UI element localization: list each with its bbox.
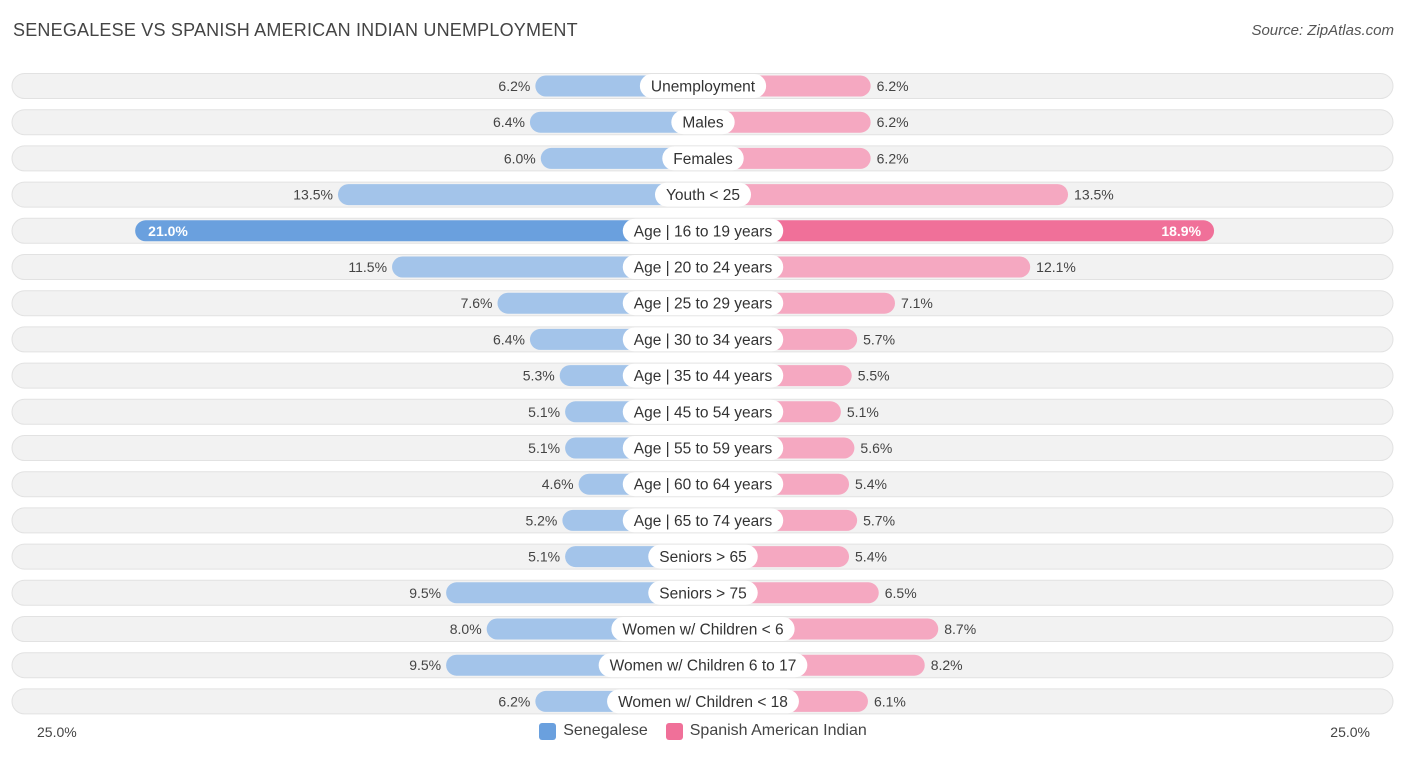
legend-swatch-spanish-american-indian	[665, 722, 683, 740]
legend: Senegalese Spanish American Indian	[0, 722, 1406, 740]
value-senegalese-age-20-to-24-years: 11.5%	[348, 259, 387, 275]
value-senegalese-seniors-65: 5.1%	[528, 549, 560, 565]
category-pill-males	[671, 110, 735, 135]
category-label-age-55-to-59-years: Age | 55 to 59 years	[634, 441, 773, 458]
category-pill-age-25-to-29-years	[622, 291, 784, 316]
category-pill-age-35-to-44-years	[622, 363, 784, 388]
value-spanish-american-indian-age-65-to-74-years: 5.7%	[863, 512, 895, 528]
category-pill-age-65-to-74-years	[622, 508, 784, 533]
category-pill-age-55-to-59-years	[622, 436, 784, 460]
value-senegalese-age-65-to-74-years: 5.2%	[525, 512, 557, 528]
category-pill-seniors-75	[648, 580, 758, 605]
value-senegalese-age-25-to-29-years: 7.6%	[461, 295, 493, 311]
value-spanish-american-indian-youth-25: 13.5%	[1074, 187, 1114, 203]
category-label-women-w-children-6-to-17: Women w/ Children 6 to 17	[610, 658, 797, 675]
value-senegalese-age-60-to-64-years: 4.6%	[542, 476, 574, 492]
value-spanish-american-indian-age-45-to-54-years: 5.1%	[847, 404, 879, 420]
axis-right-label: 25.0%	[1330, 724, 1370, 740]
category-label-age-30-to-34-years: Age | 30 to 34 years	[634, 332, 773, 349]
category-label-women-w-children-18: Women w/ Children < 18	[618, 694, 788, 711]
category-label-age-35-to-44-years: Age | 35 to 44 years	[634, 368, 773, 385]
legend-label-senegalese: Senegalese	[563, 722, 648, 739]
category-label-age-45-to-54-years: Age | 45 to 54 years	[634, 404, 773, 421]
value-spanish-american-indian-seniors-65: 5.4%	[855, 549, 887, 565]
category-pill-women-w-children-18	[607, 689, 799, 714]
category-pill-age-45-to-54-years	[622, 399, 784, 424]
value-spanish-american-indian-age-20-to-24-years: 12.1%	[1036, 259, 1076, 275]
bar-senegalese-youth-25	[337, 184, 703, 206]
value-spanish-american-indian-age-60-to-64-years: 5.4%	[855, 476, 887, 492]
category-label-age-60-to-64-years: Age | 60 to 64 years	[634, 477, 773, 494]
source-label: Source: ZipAtlas.com	[1251, 22, 1394, 39]
value-spanish-american-indian-age-30-to-34-years: 5.7%	[863, 331, 895, 347]
value-senegalese-age-30-to-34-years: 6.4%	[493, 331, 525, 347]
value-spanish-american-indian-age-55-to-59-years: 5.6%	[860, 440, 892, 456]
category-pill-youth-25	[655, 182, 751, 207]
value-senegalese-age-35-to-44-years: 5.3%	[523, 368, 555, 384]
value-senegalese-age-45-to-54-years: 5.1%	[528, 404, 560, 420]
value-spanish-american-indian-women-w-children-6: 8.7%	[944, 621, 976, 637]
axis-left-label: 25.0%	[37, 724, 77, 740]
legend-label-spanish-american-indian: Spanish American Indian	[689, 722, 867, 739]
bar-senegalese-age-16-to-19-years	[135, 220, 703, 242]
value-spanish-american-indian-unemployment: 6.2%	[877, 78, 909, 94]
category-pill-seniors-65	[648, 544, 758, 569]
category-label-age-20-to-24-years: Age | 20 to 24 years	[634, 260, 773, 277]
category-label-males: Males	[682, 115, 724, 132]
value-spanish-american-indian-seniors-75: 6.5%	[885, 585, 917, 601]
legend-item-spanish-american-indian[interactable]: Spanish American Indian	[665, 722, 867, 740]
value-senegalese-unemployment: 6.2%	[498, 78, 530, 94]
category-label-age-65-to-74-years: Age | 65 to 74 years	[634, 513, 773, 530]
value-senegalese-age-16-to-19-years: 21.0%	[148, 223, 188, 239]
value-senegalese-males: 6.4%	[493, 114, 525, 130]
legend-swatch-senegalese	[539, 722, 557, 740]
category-label-seniors-65: Seniors > 65	[659, 549, 746, 566]
bar-spanish-american-indian-females	[703, 147, 871, 169]
value-spanish-american-indian-age-35-to-44-years: 5.5%	[858, 368, 890, 384]
value-senegalese-females: 6.0%	[504, 150, 536, 166]
chart-title: SENEGALESE VS SPANISH AMERICAN INDIAN UN…	[13, 20, 578, 40]
value-senegalese-seniors-75: 9.5%	[409, 585, 441, 601]
value-spanish-american-indian-age-16-to-19-years: 18.9%	[1161, 223, 1201, 239]
category-label-unemployment: Unemployment	[651, 79, 756, 96]
value-senegalese-women-w-children-18: 6.2%	[498, 693, 530, 709]
category-label-age-16-to-19-years: Age | 16 to 19 years	[634, 223, 773, 240]
value-senegalese-women-w-children-6-to-17: 9.5%	[409, 657, 441, 673]
value-spanish-american-indian-women-w-children-6-to-17: 8.2%	[931, 657, 963, 673]
value-senegalese-youth-25: 13.5%	[293, 187, 333, 203]
bar-senegalese-seniors-75	[446, 582, 703, 604]
category-pill-females	[662, 146, 744, 171]
category-pill-age-60-to-64-years	[622, 472, 784, 497]
bar-spanish-american-indian-age-16-to-19-years	[703, 220, 1215, 242]
category-label-females: Females	[673, 151, 733, 168]
category-label-age-25-to-29-years: Age | 25 to 29 years	[634, 296, 773, 313]
category-label-youth-25: Youth < 25	[666, 187, 740, 204]
legend-item-senegalese[interactable]: Senegalese	[539, 722, 648, 740]
category-pill-age-30-to-34-years	[622, 327, 784, 352]
bar-spanish-american-indian-males	[703, 111, 871, 133]
value-spanish-american-indian-females: 6.2%	[877, 150, 909, 166]
value-senegalese-women-w-children-6: 8.0%	[450, 621, 482, 637]
value-spanish-american-indian-age-25-to-29-years: 7.1%	[901, 295, 933, 311]
value-spanish-american-indian-women-w-children-18: 6.1%	[874, 693, 906, 709]
value-senegalese-age-55-to-59-years: 5.1%	[528, 440, 560, 456]
category-pill-age-20-to-24-years	[622, 255, 784, 279]
category-pill-women-w-children-6	[611, 617, 795, 641]
value-spanish-american-indian-males: 6.2%	[877, 114, 909, 130]
category-label-women-w-children-6: Women w/ Children < 6	[622, 622, 783, 639]
category-pill-unemployment	[639, 74, 767, 98]
category-label-seniors-75: Seniors > 75	[659, 585, 746, 602]
bar-spanish-american-indian-age-20-to-24-years	[703, 256, 1031, 278]
category-pill-age-16-to-19-years	[622, 218, 784, 243]
bar-spanish-american-indian-youth-25	[703, 184, 1069, 206]
category-pill-women-w-children-6-to-17	[598, 653, 808, 678]
bar-senegalese-males	[529, 111, 703, 133]
bar-senegalese-females	[540, 147, 703, 169]
